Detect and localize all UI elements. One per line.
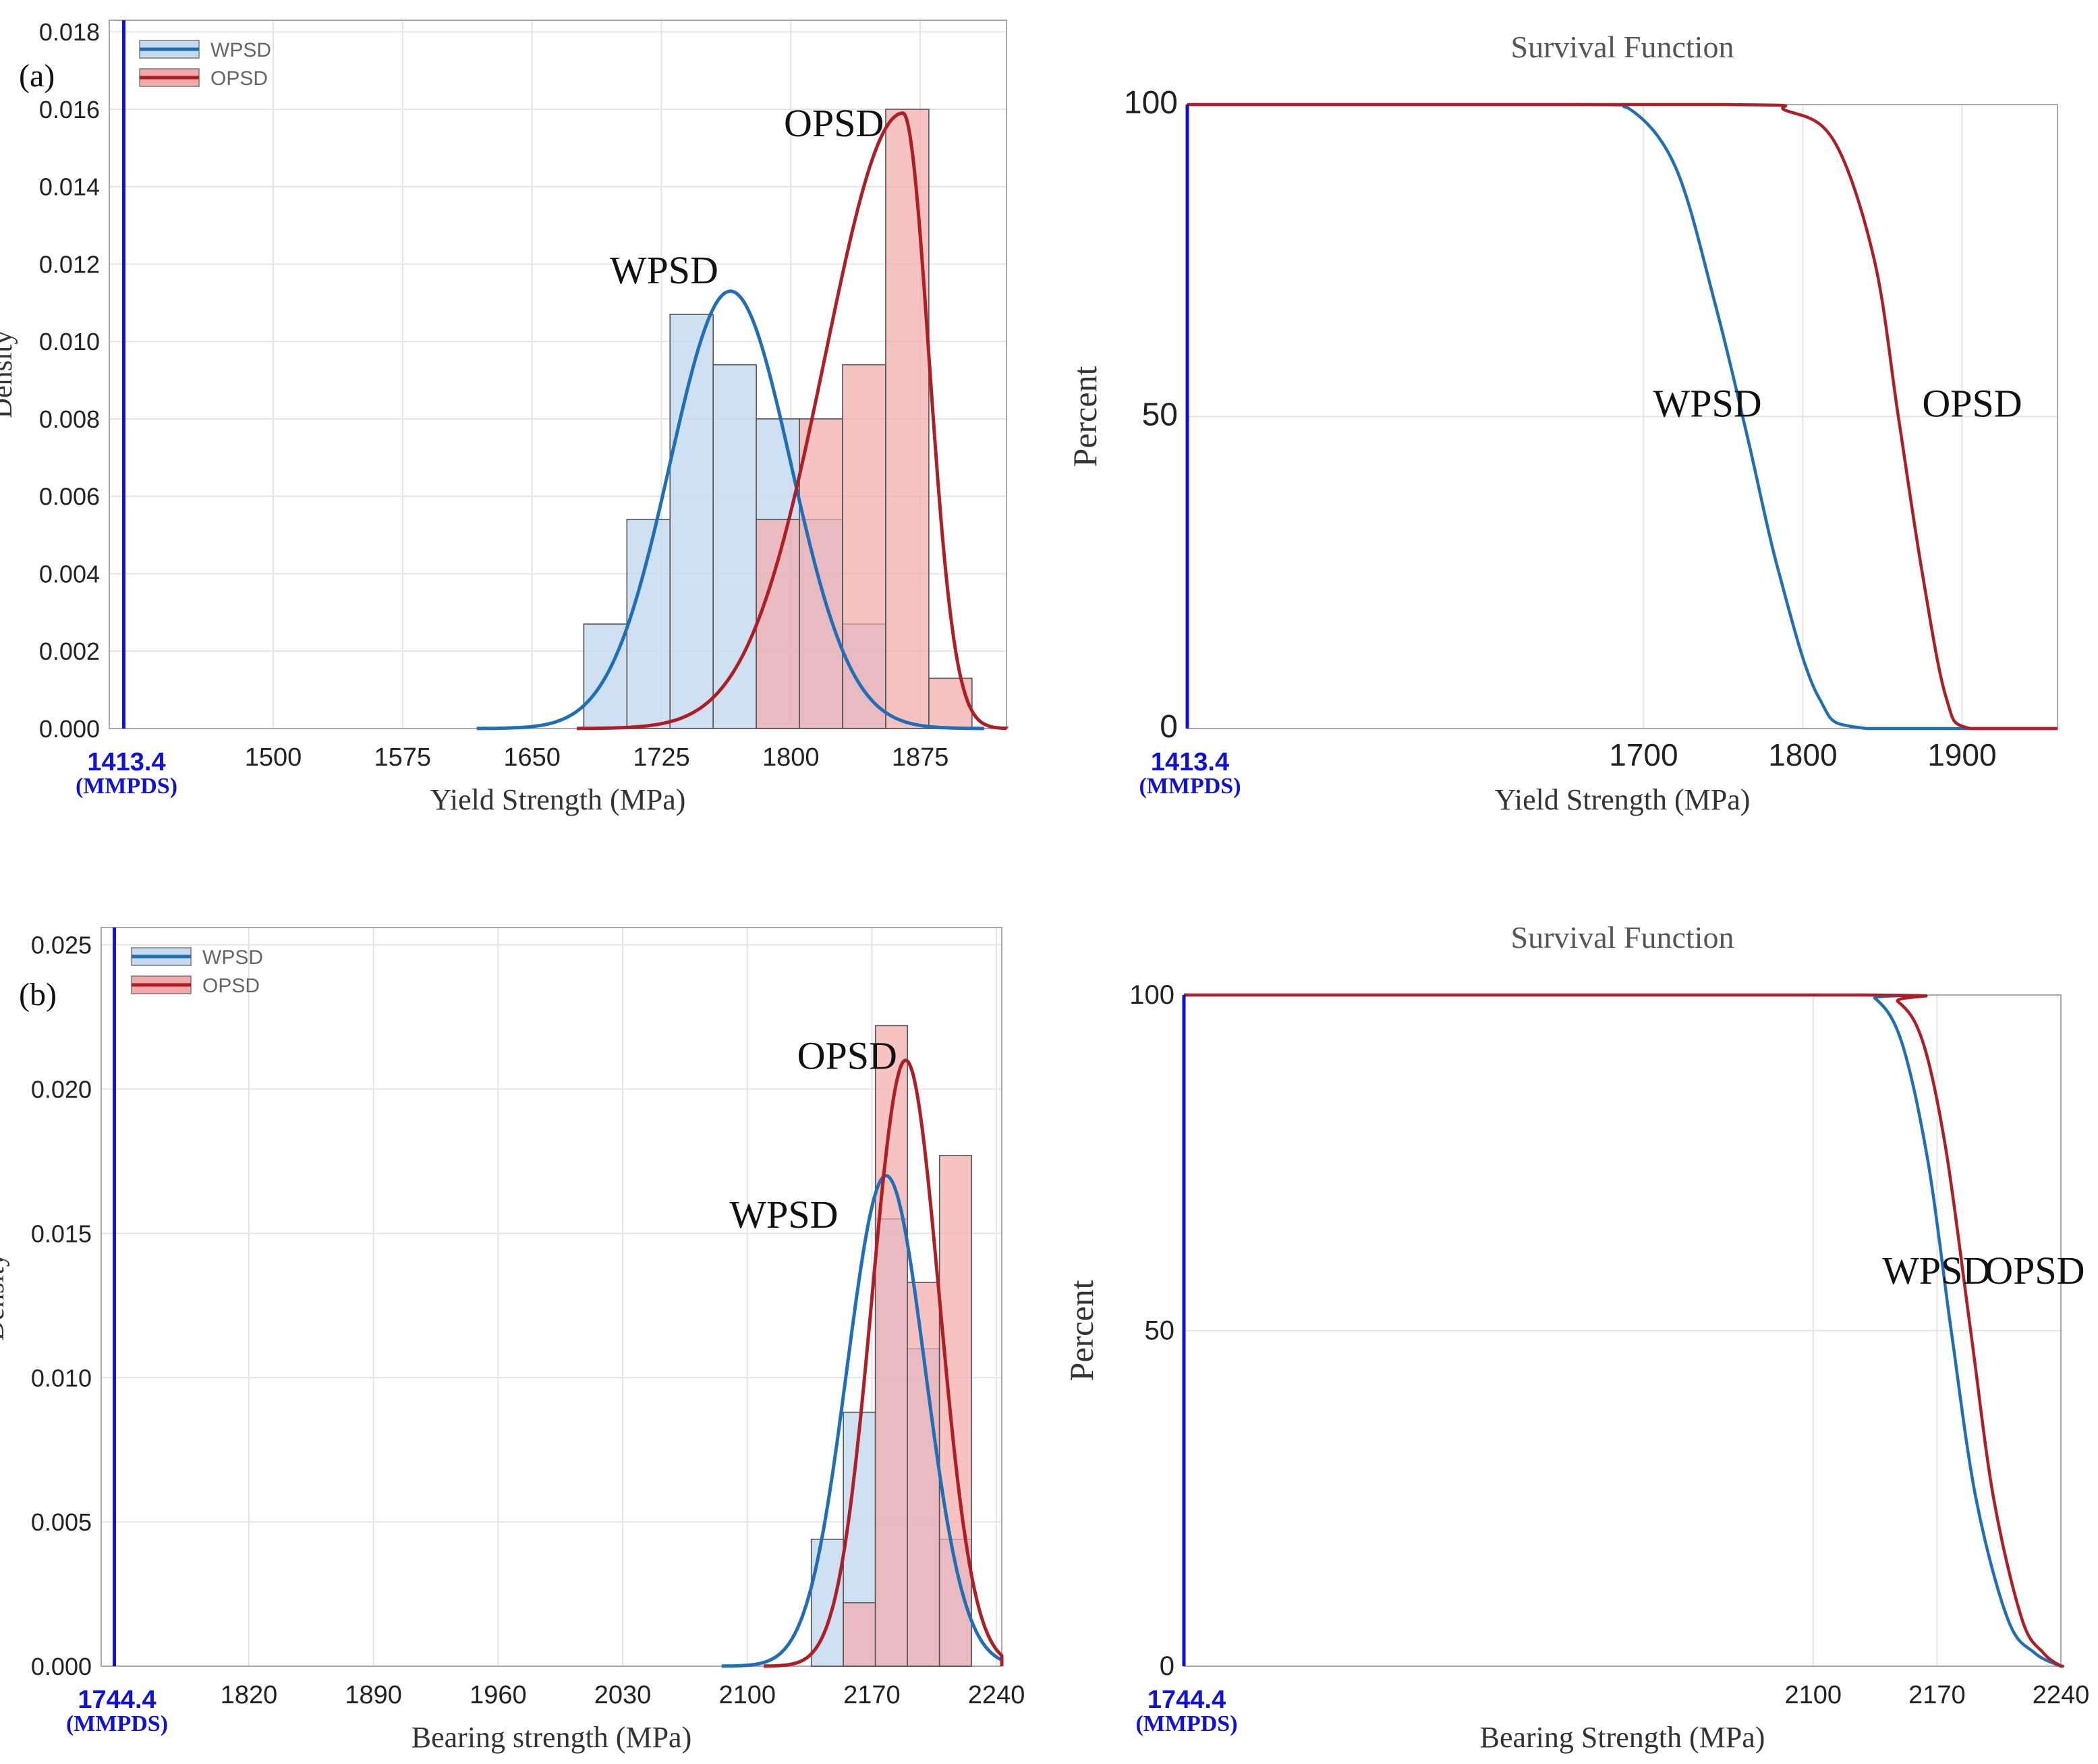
wpsd-fit-curve bbox=[721, 1174, 1004, 1668]
x-tick-label: 1575 bbox=[374, 743, 432, 772]
y-tick-label: 0.025 bbox=[31, 932, 92, 959]
opsd-histogram-bar bbox=[756, 519, 800, 729]
y-tick-label: 0.000 bbox=[31, 1653, 92, 1680]
x-tick-label: 1800 bbox=[762, 743, 820, 772]
wpsd-fit-curve bbox=[476, 289, 984, 731]
y-tick-label: 0.014 bbox=[39, 173, 100, 201]
chart-title: Survival Function bbox=[1511, 30, 1734, 64]
opsd-survival-curve bbox=[1183, 993, 2064, 1668]
y-axis-label: Density bbox=[0, 1253, 10, 1341]
opsd-histogram-bar bbox=[799, 418, 843, 729]
opsd-histogram-bar bbox=[938, 1155, 972, 1667]
legend-label-opsd: OPSD bbox=[210, 67, 268, 90]
chart-a-surv: Survival Function 1413.4(MMPDS) 1700 1800 19… bbox=[1066, 30, 2058, 816]
y-tick-label: 0.018 bbox=[39, 18, 100, 46]
x-tick-label: 2240 bbox=[968, 1681, 1025, 1709]
y-tick-label: 0 bbox=[1160, 709, 1178, 745]
y-axis-label: Percent bbox=[1066, 366, 1104, 467]
mmpds-value-label: 1413.4 bbox=[1151, 748, 1229, 776]
y-tick-label: 0 bbox=[1160, 1651, 1174, 1681]
x-tick-label: 1725 bbox=[633, 743, 690, 772]
y-tick-label: 100 bbox=[1124, 85, 1178, 121]
chart-b-hist: WPSD OPSD 1744.4(MMPDS) 1820 1890 1960 2030 210… bbox=[0, 927, 1025, 1754]
x-axis-label: Bearing Strength (MPa) bbox=[1480, 1721, 1765, 1754]
x-tick-label: 1900 bbox=[1927, 737, 1996, 772]
x-tick-label: 1800 bbox=[1768, 737, 1837, 772]
y-tick-label: 0.012 bbox=[39, 250, 100, 278]
annotation-wpsd: WPSD bbox=[729, 1193, 838, 1236]
y-tick-label: 0.000 bbox=[39, 715, 100, 743]
y-tick-label: 0.015 bbox=[31, 1220, 92, 1247]
x-tick-label: 1500 bbox=[245, 743, 302, 772]
mmpds-value-label: 1744.4 bbox=[1147, 1686, 1226, 1714]
x-tick-label: 2240 bbox=[2033, 1681, 2090, 1709]
x-axis-label: Bearing strength (MPa) bbox=[412, 1721, 691, 1754]
mmpds-value-label: 1744.4 bbox=[78, 1686, 156, 1714]
chart-b-surv: Survival Function 1744.4(MMPDS) 2100 2170 22… bbox=[1062, 920, 2089, 1754]
x-tick-label: 2170 bbox=[843, 1681, 901, 1709]
mmpds-source-label: (MMPDS) bbox=[1135, 1711, 1237, 1736]
opsd-histogram-bar bbox=[843, 1602, 876, 1667]
annotation-opsd: OPSD bbox=[797, 1034, 897, 1078]
opsd-fit-curve bbox=[577, 111, 1009, 731]
mmpds-source-label: (MMPDS) bbox=[1139, 774, 1241, 799]
opsd-histogram-bar bbox=[885, 109, 930, 729]
opsd-histogram-bar bbox=[928, 677, 973, 729]
wpsd-histogram-bar bbox=[669, 314, 714, 729]
panel-label-b: (b) bbox=[19, 977, 57, 1013]
x-tick-label: 1820 bbox=[221, 1681, 278, 1709]
opsd-survival-curve bbox=[1187, 103, 2058, 731]
plot-frame bbox=[109, 20, 1007, 729]
opsd-histogram-bar bbox=[842, 364, 886, 729]
wpsd-histogram-bar bbox=[712, 364, 757, 729]
chart-title: Survival Function bbox=[1511, 920, 1734, 955]
y-tick-label: 0.004 bbox=[39, 560, 100, 588]
y-tick-label: 0.010 bbox=[31, 1364, 92, 1392]
opsd-fit-curve bbox=[764, 1058, 1004, 1668]
y-tick-label: 0.016 bbox=[39, 96, 100, 123]
y-tick-label: 0.020 bbox=[31, 1076, 92, 1104]
opsd-histogram-bar bbox=[907, 1282, 940, 1667]
panel-label-a: (a) bbox=[19, 58, 55, 94]
legend-label-wpsd: WPSD bbox=[202, 946, 263, 969]
annotation-wpsd: WPSD bbox=[1653, 382, 1762, 426]
annotation-wpsd: WPSD bbox=[1882, 1249, 1991, 1292]
x-tick-label: 1890 bbox=[345, 1681, 402, 1709]
x-tick-label: 2030 bbox=[594, 1681, 652, 1709]
y-tick-label: 0.010 bbox=[39, 328, 100, 355]
y-tick-label: 0.008 bbox=[39, 405, 100, 433]
x-axis-label: Yield Strength (MPa) bbox=[1495, 783, 1751, 816]
x-tick-label: 1960 bbox=[470, 1681, 527, 1709]
opsd-histogram-bar bbox=[874, 1025, 908, 1667]
x-tick-label: 1875 bbox=[892, 743, 949, 772]
y-axis-label: Density bbox=[0, 331, 18, 419]
annotation-opsd: OPSD bbox=[1985, 1249, 2085, 1292]
mmpds-source-label: (MMPDS) bbox=[66, 1711, 168, 1736]
mmpds-value-label: 1413.4 bbox=[87, 748, 165, 776]
y-axis-label: Percent bbox=[1062, 1280, 1100, 1381]
y-tick-label: 50 bbox=[1142, 397, 1178, 433]
legend-label-wpsd: WPSD bbox=[210, 39, 271, 61]
mmpds-source-label: (MMPDS) bbox=[76, 774, 177, 799]
x-tick-label: 2170 bbox=[1908, 1681, 1966, 1709]
y-tick-label: 50 bbox=[1145, 1316, 1175, 1346]
x-tick-label: 2100 bbox=[1784, 1681, 1842, 1709]
annotation-opsd: OPSD bbox=[1922, 382, 2022, 426]
y-tick-label: 100 bbox=[1129, 980, 1174, 1010]
x-tick-label: 1650 bbox=[503, 743, 561, 772]
y-tick-label: 0.002 bbox=[39, 637, 100, 665]
x-tick-label: 1700 bbox=[1609, 737, 1678, 772]
legend-label-opsd: OPSD bbox=[202, 975, 260, 997]
annotation-wpsd: WPSD bbox=[610, 248, 718, 292]
x-axis-label: Yield Strength (MPa) bbox=[430, 783, 686, 816]
plot-frame bbox=[101, 927, 1002, 1667]
annotation-opsd: OPSD bbox=[784, 101, 884, 145]
chart-a-hist: WPSD OPSD 1413.4(MMPDS) 1500 1575 1650 1725 180… bbox=[0, 18, 1009, 816]
x-tick-label: 2100 bbox=[718, 1681, 776, 1709]
y-tick-label: 0.005 bbox=[31, 1508, 92, 1536]
y-tick-label: 0.006 bbox=[39, 483, 100, 511]
